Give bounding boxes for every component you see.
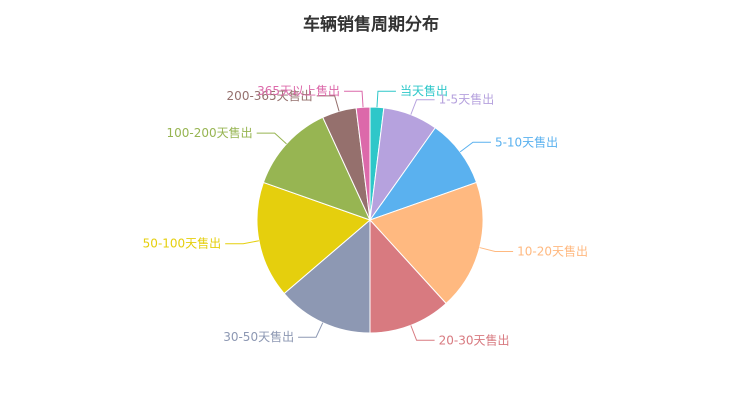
slice-label-9: 365天以上售出 [257, 83, 340, 98]
slice-label-6: 50-100天售出 [143, 236, 222, 251]
leader-line-slice-4 [410, 325, 435, 341]
leader-line-slice-8 [316, 95, 340, 112]
slice-label-8: 200-365天售出 [227, 88, 313, 103]
chart-title: 车辆销售周期分布 [303, 15, 439, 35]
pie-slice-3[interactable] [369, 181, 484, 305]
slice-label-2: 5-10天售出 [495, 134, 558, 149]
pie-slice-7[interactable] [262, 116, 371, 221]
leader-line-slice-7 [256, 132, 287, 145]
slice-label-5: 30-50天售出 [223, 329, 294, 344]
leader-line-slice-3 [479, 247, 514, 252]
slice-label-3: 10-20天售出 [517, 243, 588, 258]
leader-line-slice-6 [225, 240, 260, 245]
leader-line-slice-1 [410, 99, 435, 115]
slice-label-0: 当天售出 [400, 83, 448, 98]
leader-line-slice-5 [298, 322, 324, 338]
slice-label-1: 1-5天售出 [439, 92, 495, 107]
slice-label-7: 100-200天售出 [167, 125, 253, 140]
leader-line-slice-2 [459, 141, 491, 153]
leader-line-slice-0 [376, 90, 396, 108]
slice-label-4: 20-30天售出 [439, 332, 510, 347]
leader-line-slice-9 [344, 90, 364, 108]
